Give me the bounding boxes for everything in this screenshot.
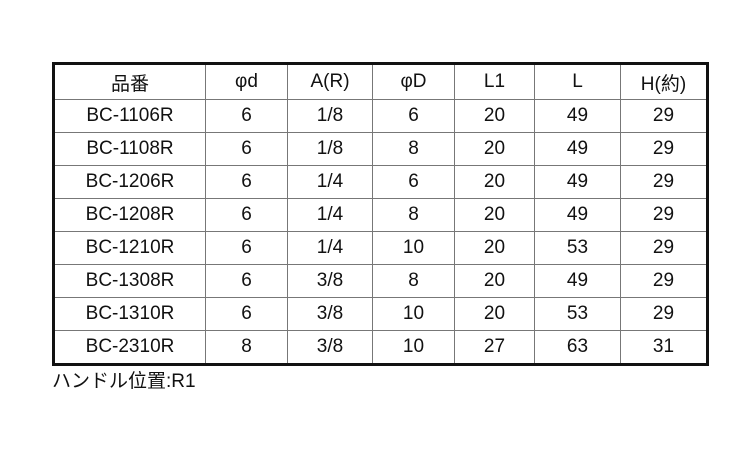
column-header: L (534, 63, 621, 100)
table-cell: 20 (454, 132, 535, 166)
table-cell: 53 (534, 231, 621, 265)
column-header: H(約) (620, 63, 708, 100)
table-cell: 1/4 (287, 165, 373, 199)
table-cell: 6 (205, 297, 288, 331)
table-cell: 20 (454, 198, 535, 232)
table-cell: 20 (454, 231, 535, 265)
table-cell: BC-1106R (53, 99, 206, 133)
table-cell: 49 (534, 99, 621, 133)
table-cell: 29 (620, 99, 708, 133)
table-cell: BC-1310R (53, 297, 206, 331)
table-cell: 29 (620, 132, 708, 166)
table-row: BC-1208R 6 1/4 8 20 49 29 (53, 198, 708, 232)
table-cell: BC-1208R (53, 198, 206, 232)
table-cell: BC-1210R (53, 231, 206, 265)
table-cell: 3/8 (287, 297, 373, 331)
table-cell: 49 (534, 198, 621, 232)
table-cell: 10 (372, 297, 455, 331)
table-cell: 8 (205, 330, 288, 365)
table-cell: 29 (620, 165, 708, 199)
spec-table: 品番 φd A(R) φD L1 L H(約) BC-1106R 6 1/8 6 20 49 29 BC-… (52, 62, 709, 366)
table-cell: 1/8 (287, 132, 373, 166)
header-row: 品番 φd A(R) φD L1 L H(約) (53, 63, 708, 100)
table-cell: 29 (620, 297, 708, 331)
table-cell: 31 (620, 330, 708, 365)
table-cell: 6 (205, 231, 288, 265)
table-cell: BC-2310R (53, 330, 206, 365)
table-row: BC-1108R 6 1/8 8 20 49 29 (53, 132, 708, 166)
table-cell: 1/4 (287, 198, 373, 232)
table-cell: 49 (534, 165, 621, 199)
table-cell: 8 (372, 264, 455, 298)
table-cell: BC-1308R (53, 264, 206, 298)
table-cell: 20 (454, 165, 535, 199)
table-cell: 6 (372, 99, 455, 133)
column-header: φd (205, 63, 288, 100)
table-cell: 20 (454, 264, 535, 298)
table-cell: 29 (620, 198, 708, 232)
table-cell: 6 (372, 165, 455, 199)
table-cell: 8 (372, 198, 455, 232)
table-cell: 1/4 (287, 231, 373, 265)
table-cell: BC-1206R (53, 165, 206, 199)
table-cell: 6 (205, 198, 288, 232)
table-cell: 10 (372, 330, 455, 365)
table-cell: 20 (454, 297, 535, 331)
column-header: L1 (454, 63, 535, 100)
table-row: BC-1308R 6 3/8 8 20 49 29 (53, 264, 708, 298)
table-cell: 27 (454, 330, 535, 365)
table-cell: 6 (205, 165, 288, 199)
handle-position-note: ハンドル位置:R1 (52, 371, 196, 392)
column-header: φD (372, 63, 455, 100)
column-header: A(R) (287, 63, 373, 100)
table-cell: 29 (620, 231, 708, 265)
table-cell: 6 (205, 132, 288, 166)
table-cell: 6 (205, 99, 288, 133)
table-cell: 53 (534, 297, 621, 331)
table-cell: 6 (205, 264, 288, 298)
column-header: 品番 (53, 63, 206, 100)
table-cell: 63 (534, 330, 621, 365)
table-cell: 29 (620, 264, 708, 298)
table-cell: BC-1108R (53, 132, 206, 166)
table-row: BC-1310R 6 3/8 10 20 53 29 (53, 297, 708, 331)
table-cell: 10 (372, 231, 455, 265)
table-cell: 49 (534, 264, 621, 298)
table-cell: 1/8 (287, 99, 373, 133)
table-row: BC-1206R 6 1/4 6 20 49 29 (53, 165, 708, 199)
table-row: BC-1106R 6 1/8 6 20 49 29 (53, 99, 708, 133)
table-row: BC-2310R 8 3/8 10 27 63 31 (53, 330, 708, 365)
table-cell: 3/8 (287, 264, 373, 298)
table-cell: 8 (372, 132, 455, 166)
table-cell: 20 (454, 99, 535, 133)
table-cell: 3/8 (287, 330, 373, 365)
table-row: BC-1210R 6 1/4 10 20 53 29 (53, 231, 708, 265)
table-cell: 49 (534, 132, 621, 166)
